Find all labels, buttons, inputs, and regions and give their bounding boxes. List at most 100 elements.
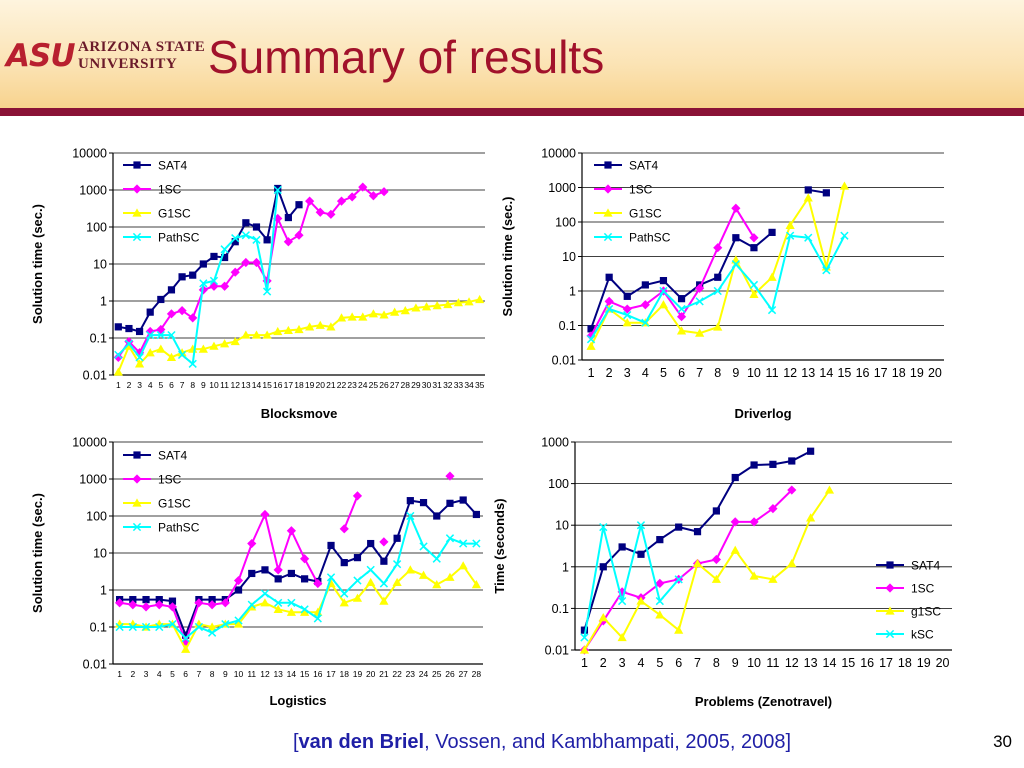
data-point bbox=[181, 644, 191, 653]
x-tick-label: 7 bbox=[696, 366, 703, 380]
data-point bbox=[368, 191, 378, 201]
legend-marker bbox=[132, 498, 142, 507]
x-axis-label: Driverlog bbox=[734, 406, 791, 421]
data-point bbox=[713, 286, 722, 296]
data-point bbox=[347, 192, 357, 202]
y-tick-label: 100 bbox=[86, 221, 107, 235]
data-point bbox=[114, 323, 122, 331]
data-point bbox=[400, 306, 410, 315]
data-point bbox=[379, 187, 389, 197]
x-tick-label: 10 bbox=[234, 669, 244, 679]
legend-label: g1SC bbox=[911, 605, 941, 619]
data-point bbox=[234, 616, 243, 625]
x-tick-label: 3 bbox=[624, 366, 631, 380]
data-point bbox=[340, 589, 349, 598]
chart-driverlog: 0.01 0.1 1 10 100 1000 10000 1 2 3 4 5 6 7 8 9 10 11 12 13 1… bbox=[490, 140, 1024, 430]
x-tick-label: 10 bbox=[747, 366, 761, 380]
x-tick-label: 1 bbox=[581, 656, 588, 670]
x-tick-label: 18 bbox=[892, 366, 906, 380]
data-point bbox=[807, 447, 815, 455]
legend-label: PathSC bbox=[158, 521, 200, 535]
data-point bbox=[445, 471, 455, 481]
x-tick-label: 28 bbox=[401, 380, 411, 390]
y-tick-label: 10 bbox=[93, 547, 107, 561]
y-tick-label: 1000 bbox=[79, 473, 107, 487]
x-tick-label: 8 bbox=[210, 669, 215, 679]
data-point bbox=[252, 223, 261, 231]
data-point bbox=[750, 461, 758, 469]
data-point bbox=[749, 517, 759, 527]
legend-marker bbox=[603, 232, 613, 242]
data-point bbox=[273, 185, 282, 195]
data-point bbox=[177, 306, 187, 316]
legend-label: PathSC bbox=[158, 231, 200, 245]
data-point bbox=[674, 575, 683, 584]
data-point bbox=[806, 513, 816, 522]
data-point bbox=[472, 539, 481, 548]
data-point bbox=[622, 304, 632, 314]
data-point bbox=[156, 330, 165, 340]
data-point bbox=[295, 201, 303, 209]
data-point bbox=[392, 577, 402, 587]
data-point bbox=[166, 352, 177, 361]
y-tick-label: 1 bbox=[562, 560, 569, 574]
data-point bbox=[262, 287, 272, 296]
series-line-0 bbox=[119, 498, 478, 639]
data-point bbox=[352, 593, 363, 602]
data-point bbox=[674, 625, 684, 634]
data-point bbox=[714, 273, 722, 281]
data-point bbox=[327, 541, 335, 550]
x-tick-label: 12 bbox=[785, 656, 799, 670]
data-point bbox=[730, 545, 740, 554]
x-tick-label: 16 bbox=[856, 366, 870, 380]
x-tick-label: 28 bbox=[472, 669, 482, 679]
data-point bbox=[803, 193, 813, 202]
data-point bbox=[459, 496, 467, 504]
x-tick-label: 2 bbox=[606, 366, 613, 380]
data-point bbox=[146, 308, 154, 316]
legend-marker bbox=[133, 451, 141, 459]
citation-author: van den Briel bbox=[298, 731, 425, 753]
data-point bbox=[294, 230, 304, 240]
x-tick-label: 5 bbox=[170, 669, 175, 679]
data-point bbox=[768, 228, 776, 236]
x-tick-label: 16 bbox=[860, 656, 874, 670]
x-tick-label: 1 bbox=[588, 366, 595, 380]
x-tick-label: 16 bbox=[313, 669, 323, 679]
y-axis-label: Solution time (sec.) bbox=[30, 493, 45, 613]
data-point bbox=[822, 266, 831, 275]
x-tick-label: 17 bbox=[879, 656, 893, 670]
data-point bbox=[301, 575, 309, 583]
data-point bbox=[177, 348, 187, 357]
legend-label: 1SC bbox=[158, 473, 182, 487]
data-point bbox=[326, 322, 336, 331]
data-point bbox=[189, 271, 197, 279]
legend-marker bbox=[603, 208, 613, 217]
legend-label: G1SC bbox=[158, 207, 191, 221]
x-tick-label: 11 bbox=[766, 366, 779, 380]
y-tick-label: 0.01 bbox=[552, 354, 576, 368]
data-point bbox=[711, 554, 721, 565]
data-point bbox=[421, 302, 432, 311]
data-point bbox=[340, 559, 348, 567]
x-tick-label: 3 bbox=[137, 380, 142, 390]
legend-label: SAT4 bbox=[158, 449, 187, 463]
data-point bbox=[233, 575, 244, 586]
data-point bbox=[305, 196, 315, 206]
data-point bbox=[390, 307, 400, 316]
legend-marker bbox=[604, 161, 612, 169]
data-point bbox=[157, 295, 165, 304]
legend-label: 1SC bbox=[629, 183, 653, 197]
data-point bbox=[641, 318, 650, 327]
x-tick-label: 25 bbox=[369, 380, 379, 390]
data-point bbox=[379, 579, 389, 588]
data-point bbox=[336, 196, 347, 206]
data-point bbox=[221, 253, 229, 262]
data-point bbox=[262, 330, 272, 339]
data-point bbox=[749, 571, 759, 580]
citation: [van den Briel, Vossen, and Kambhampati,… bbox=[0, 731, 1024, 754]
data-point bbox=[326, 573, 336, 582]
data-point bbox=[732, 234, 740, 242]
data-point bbox=[586, 341, 596, 350]
x-tick-label: 17 bbox=[284, 380, 294, 390]
